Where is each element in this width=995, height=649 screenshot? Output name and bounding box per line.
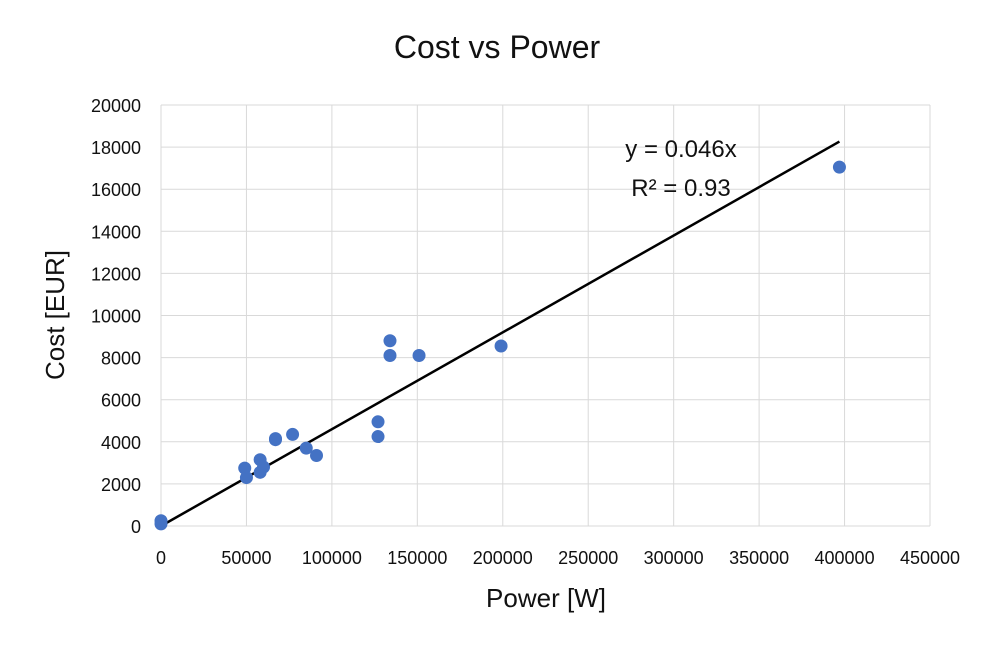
x-tick-labels: 0 50000 100000 150000 200000 250000 300000 3500… bbox=[156, 548, 960, 568]
r-squared-label: R² = 0.93 bbox=[631, 175, 730, 202]
y-axis-label: Cost [EUR] bbox=[40, 250, 70, 380]
data-points bbox=[154, 160, 846, 531]
y-tick-label: 10000 bbox=[91, 307, 141, 327]
x-tick-label: 350000 bbox=[729, 548, 789, 568]
data-point bbox=[299, 441, 313, 455]
y-tick-label: 20000 bbox=[91, 96, 141, 116]
trendline-equation: y = 0.046x bbox=[625, 136, 736, 163]
chart-title: Cost vs Power bbox=[394, 29, 601, 65]
x-tick-label: 400000 bbox=[815, 548, 875, 568]
data-point bbox=[383, 334, 397, 348]
x-tick-label: 450000 bbox=[900, 548, 960, 568]
x-tick-label: 200000 bbox=[473, 548, 533, 568]
y-tick-label: 12000 bbox=[91, 264, 141, 284]
data-point bbox=[383, 348, 397, 362]
data-point bbox=[494, 339, 508, 353]
x-tick-label: 0 bbox=[156, 548, 166, 568]
y-tick-label: 4000 bbox=[101, 433, 141, 453]
y-tick-labels: 0 2000 4000 6000 8000 10000 12000 14000 16000 180… bbox=[91, 96, 141, 537]
data-point bbox=[832, 160, 846, 174]
y-tick-label: 8000 bbox=[101, 349, 141, 369]
trend-line bbox=[160, 140, 841, 528]
data-point bbox=[371, 415, 385, 429]
x-tick-label: 50000 bbox=[221, 548, 271, 568]
data-point bbox=[257, 460, 271, 474]
y-tick-label: 2000 bbox=[101, 475, 141, 495]
y-tick-label: 14000 bbox=[91, 222, 141, 242]
data-point bbox=[371, 430, 385, 444]
x-axis-label: Power [W] bbox=[486, 583, 606, 613]
y-tick-label: 16000 bbox=[91, 180, 141, 200]
data-point bbox=[286, 427, 300, 441]
grid-lines bbox=[160, 104, 931, 527]
x-tick-label: 250000 bbox=[558, 548, 618, 568]
y-tick-label: 0 bbox=[131, 517, 141, 537]
y-tick-label: 6000 bbox=[101, 391, 141, 411]
data-point bbox=[412, 348, 426, 362]
data-point bbox=[239, 471, 253, 485]
data-point bbox=[154, 517, 168, 531]
x-tick-label: 100000 bbox=[302, 548, 362, 568]
data-point bbox=[268, 433, 282, 447]
data-point bbox=[310, 448, 324, 462]
x-tick-label: 150000 bbox=[387, 548, 447, 568]
x-tick-label: 300000 bbox=[644, 548, 704, 568]
y-tick-label: 18000 bbox=[91, 138, 141, 158]
